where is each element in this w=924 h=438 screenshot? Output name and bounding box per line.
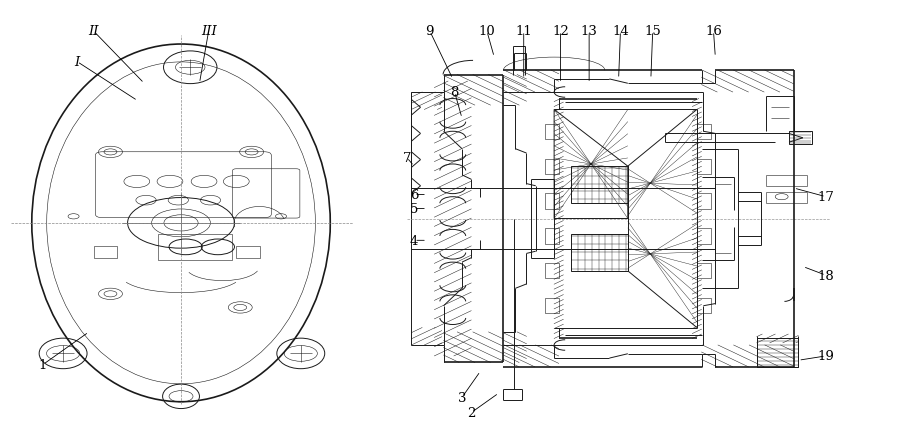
Text: 14: 14 [612,25,629,39]
Bar [545,124,559,140]
Bar [697,298,711,314]
Text: 18: 18 [818,269,834,282]
Text: 13: 13 [580,25,598,39]
Text: 12: 12 [553,25,569,39]
Text: II: II [89,25,99,39]
Bar [93,247,117,258]
Text: 15: 15 [644,25,661,39]
Text: 17: 17 [818,191,834,204]
Text: III: III [201,25,216,39]
Text: 2: 2 [467,406,476,419]
Text: 8: 8 [450,86,459,99]
Bar [545,159,559,174]
Bar [757,339,798,367]
Bar [571,167,627,204]
Bar [545,194,559,209]
Text: 3: 3 [457,391,467,404]
Bar [237,247,261,258]
Bar [697,264,711,279]
Bar [571,234,627,271]
Bar [789,132,812,145]
Text: I: I [74,56,79,69]
Text: 19: 19 [818,350,834,363]
Text: 10: 10 [479,25,495,39]
Bar [697,194,711,209]
Bar [545,264,559,279]
Text: 9: 9 [426,25,434,39]
Bar [697,124,711,140]
Text: 1: 1 [39,358,47,371]
Text: 16: 16 [705,25,722,39]
Text: 6: 6 [410,189,419,201]
Bar [158,234,232,260]
Bar [545,298,559,314]
Text: 7: 7 [403,152,411,165]
Bar [697,229,711,244]
Text: 5: 5 [410,202,419,215]
Text: 4: 4 [410,234,419,247]
Bar [697,159,711,174]
Text: 11: 11 [516,25,532,39]
Bar [545,229,559,244]
